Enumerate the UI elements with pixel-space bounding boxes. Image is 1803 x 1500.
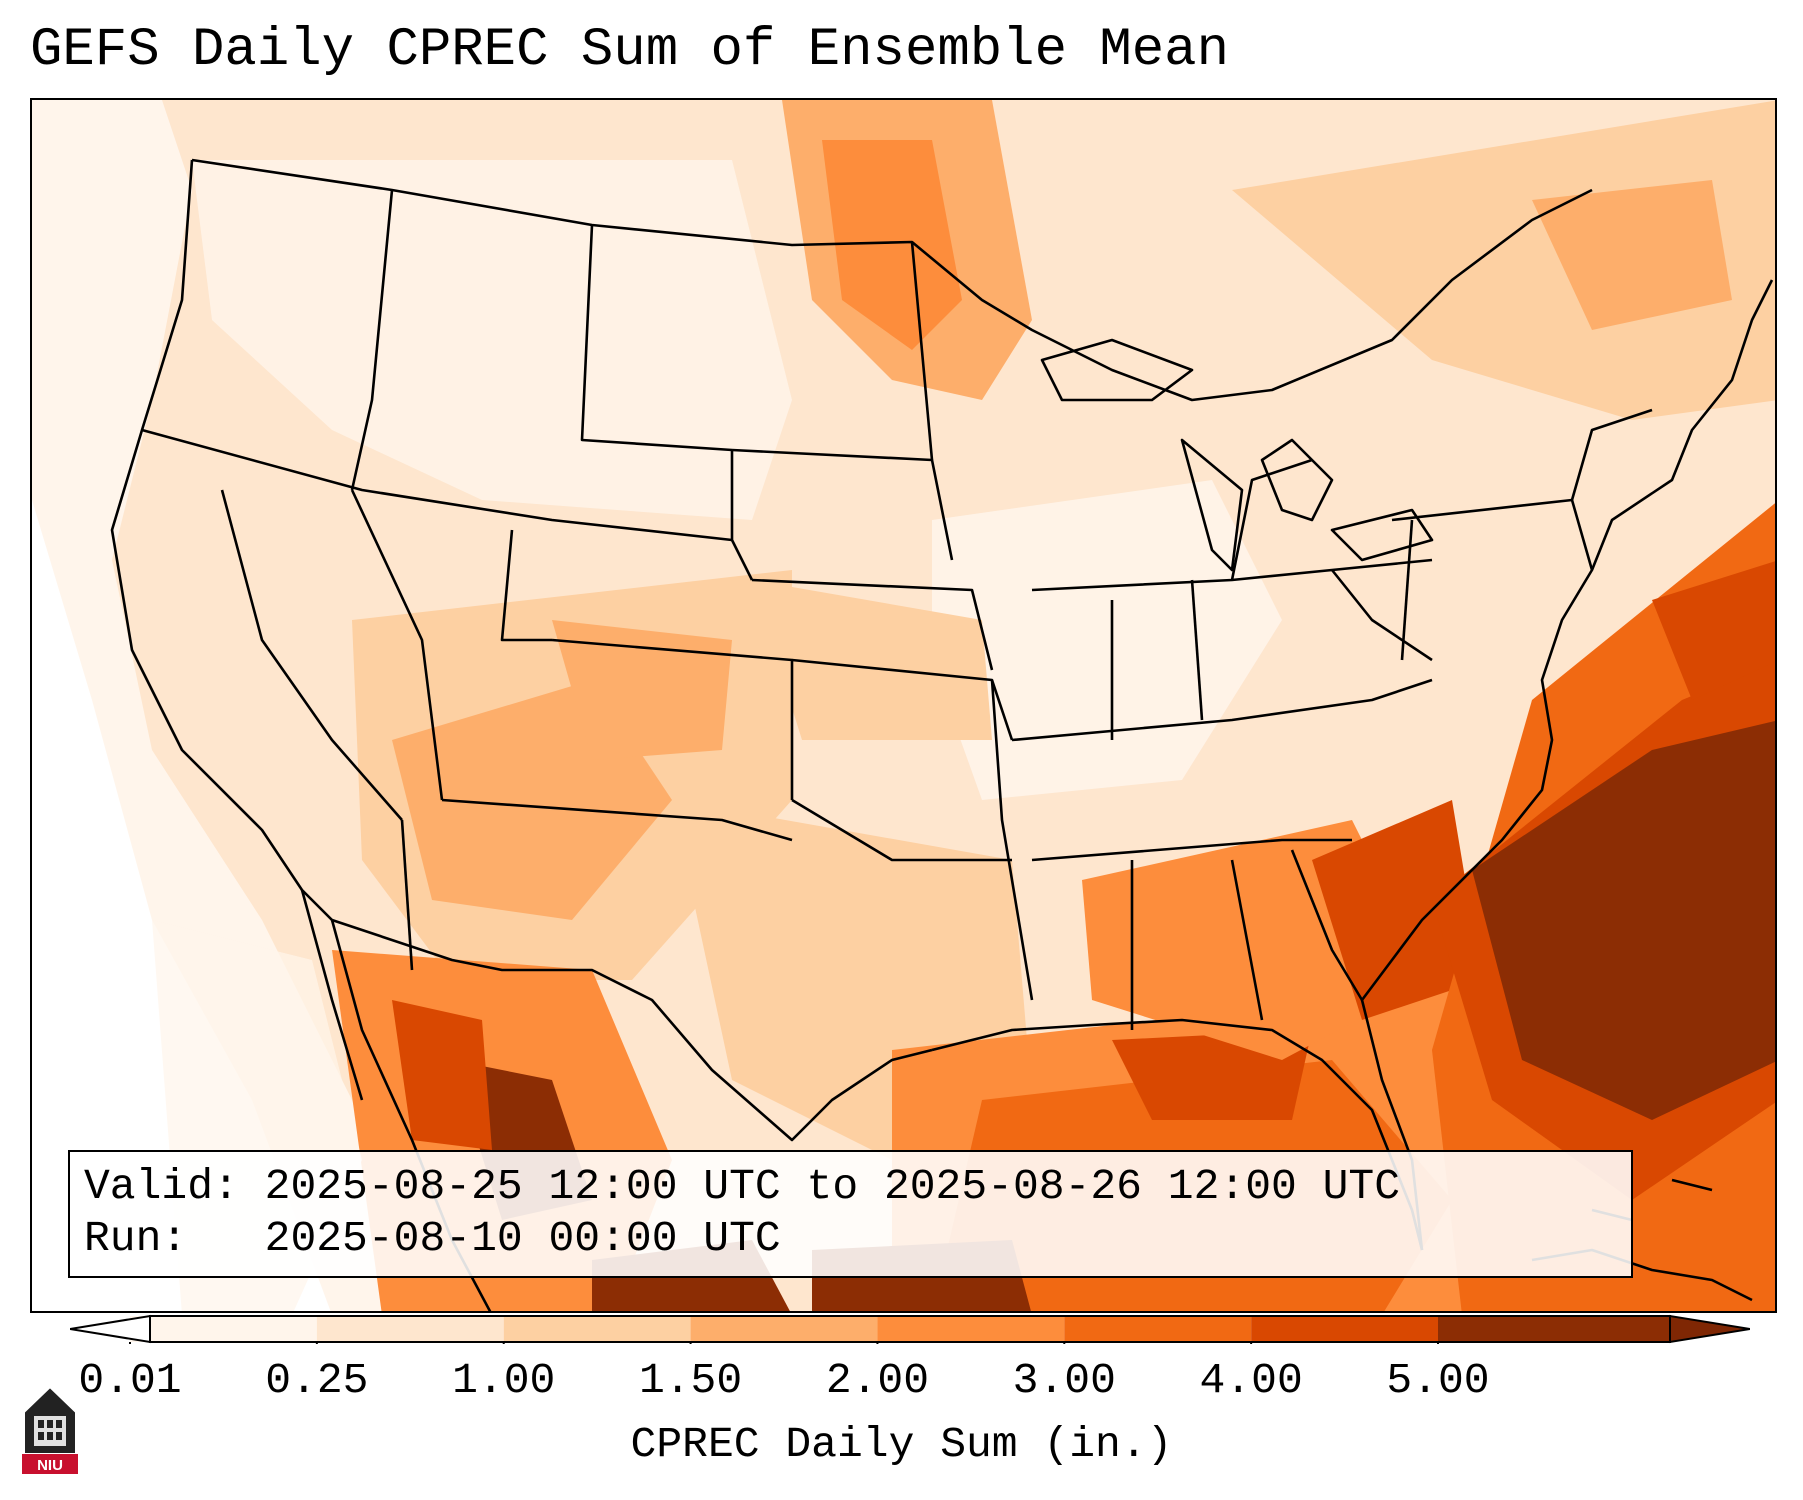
precip-field (32, 100, 1775, 1311)
colorbar-tick-label: 4.00 (1199, 1356, 1303, 1405)
valid-time-range: 2025-08-25 12:00 UTC to 2025-08-26 12:00… (264, 1162, 1401, 1211)
colorbar-segment (1064, 1316, 1252, 1342)
colorbar (70, 1314, 1750, 1344)
colorbar-tick-label: 0.01 (78, 1356, 182, 1405)
svg-text:NIU: NIU (37, 1457, 63, 1474)
colorbar-tick-label: 2.00 (825, 1356, 930, 1405)
run-label: Run: (84, 1214, 188, 1263)
valid-run-info-box: Valid: 2025-08-25 12:00 UTC to 2025-08-2… (68, 1150, 1633, 1278)
colorbar-segment (1251, 1316, 1438, 1342)
colorbar-under-arrow (70, 1314, 151, 1344)
colorbar-segment (690, 1316, 878, 1342)
colorbar-tick-label: 3.00 (1012, 1356, 1116, 1405)
colorbar-tick-label: 1.50 (638, 1356, 743, 1405)
map-canvas (32, 100, 1775, 1311)
run-time: 2025-08-10 00:00 UTC (264, 1214, 781, 1263)
precipitation-map[interactable]: Valid: 2025-08-25 12:00 UTC to 2025-08-2… (30, 98, 1777, 1313)
colorbar-segment (1438, 1316, 1670, 1342)
colorbar-label: CPREC Daily Sum (in.) (630, 1420, 1173, 1469)
valid-line: Valid: 2025-08-25 12:00 UTC to 2025-08-2… (84, 1162, 1400, 1212)
colorbar-tick-label: 5.00 (1386, 1356, 1490, 1405)
colorbar-segment (316, 1316, 504, 1342)
colorbar-outline (149, 1315, 1671, 1343)
valid-label: Valid: (84, 1162, 239, 1211)
colorbar-segment (130, 1316, 317, 1342)
run-line: Run: 2025-08-10 00:00 UTC (84, 1214, 781, 1264)
colorbar-segment (503, 1316, 691, 1342)
colorbar-tick-label: 0.25 (265, 1356, 369, 1405)
colorbar-tick-label: 1.00 (452, 1356, 556, 1405)
colorbar-segment (877, 1316, 1065, 1342)
colorbar-over-arrow (1669, 1314, 1750, 1344)
niu-logo: NIU (22, 1385, 78, 1474)
map-title: GEFS Daily CPREC Sum of Ensemble Mean (30, 20, 1229, 81)
